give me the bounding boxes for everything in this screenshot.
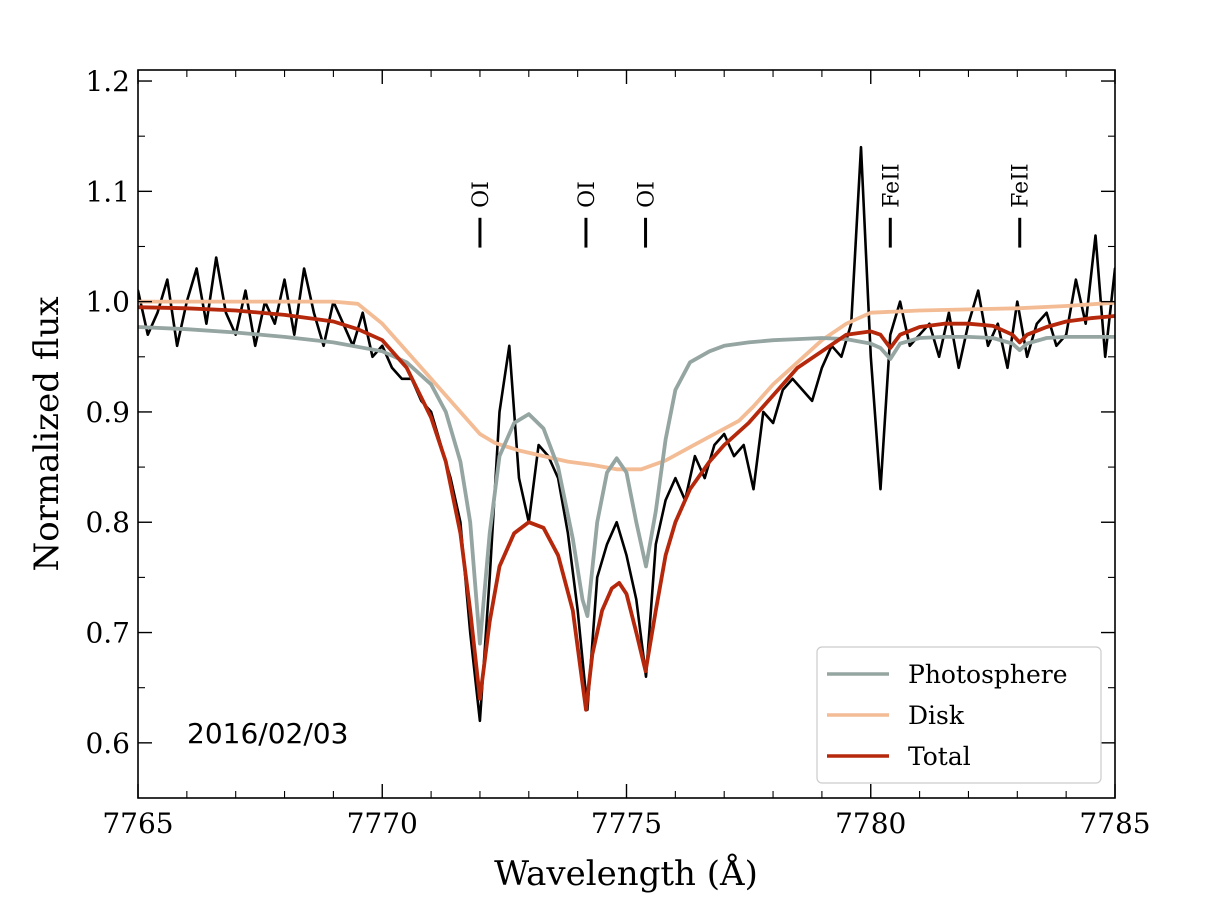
date-annotation: 2016/02/03 (187, 717, 348, 750)
legend-box (816, 646, 1102, 784)
x-tick-label: 7770 (347, 807, 418, 840)
line-marker-label: FeII (1009, 163, 1034, 207)
x-tick-label: 7785 (1079, 807, 1150, 840)
legend-label-photosphere: Photosphere (908, 660, 1068, 689)
disk-model-line (138, 299, 1115, 472)
legend-label-disk: Disk (908, 701, 965, 730)
y-tick-label: 1.0 (85, 286, 130, 319)
y-tick-label: 0.6 (85, 727, 130, 760)
line-marker-label: OI (575, 181, 600, 208)
y-tick-label: 0.9 (85, 396, 130, 429)
x-tick-label: 7775 (591, 807, 662, 840)
y-tick-label: 0.7 (85, 617, 130, 650)
legend: Photosphere Disk Total (816, 646, 1102, 784)
x-tick-label: 7765 (102, 807, 173, 840)
photosphere-model-line (138, 325, 1115, 646)
y-tick-label: 1.1 (85, 175, 130, 208)
y-tick-label: 1.2 (85, 65, 130, 98)
y-axis-label: Normalized flux (27, 296, 67, 571)
total-model-line (138, 305, 1115, 712)
line-marker-label: OI (469, 181, 494, 208)
observed-spectrum-line (138, 145, 1115, 723)
x-tick-label: 7780 (835, 807, 906, 840)
x-axis-label: Wavelength (Å) (494, 853, 758, 894)
legend-label-total: Total (908, 742, 971, 771)
line-marker-label: FeII (879, 163, 904, 207)
line-marker-label: OI (635, 181, 660, 208)
y-tick-label: 0.8 (85, 506, 130, 539)
